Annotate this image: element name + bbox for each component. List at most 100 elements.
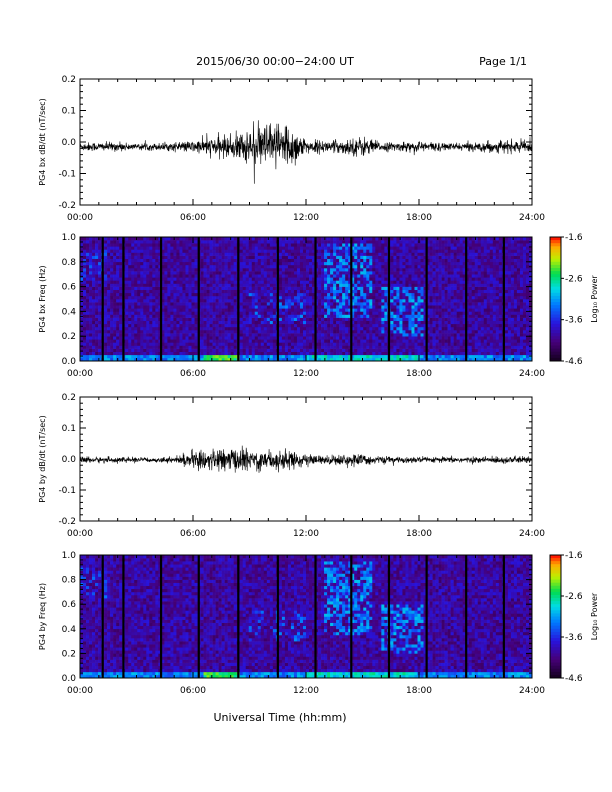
spectrogram-cell	[411, 261, 415, 266]
spectrogram-cell	[152, 268, 156, 272]
spectrogram-cell	[354, 330, 358, 334]
spectrogram-cell	[230, 255, 234, 259]
spectrogram-cell	[366, 339, 370, 343]
spectrogram-cell	[86, 345, 90, 349]
spectrogram-cell	[167, 314, 171, 318]
spectrogram-cell	[432, 295, 436, 300]
spectrogram-cell	[278, 357, 283, 362]
spectrogram-cell	[176, 320, 180, 325]
spectrogram-cell	[257, 243, 262, 247]
spectrogram-cell	[287, 243, 292, 247]
spectrogram-cell	[363, 308, 367, 312]
spectrogram-cell	[441, 336, 445, 340]
spectrogram-cell	[113, 249, 117, 253]
spectrogram-cell	[417, 246, 421, 250]
spectrogram-cell	[312, 323, 316, 328]
spectrogram-cell	[191, 308, 195, 312]
spectrogram-cell	[351, 308, 355, 312]
spectrogram-cell	[218, 261, 222, 266]
spectrogram-cell	[357, 351, 361, 356]
spectrogram-cell	[263, 336, 268, 340]
spectrogram-cell	[369, 268, 373, 272]
spectrogram-cell	[230, 240, 234, 244]
spectrogram-cell	[155, 354, 159, 359]
spectrogram-cell	[420, 336, 424, 340]
spectrogram-cell	[414, 330, 418, 334]
spectrogram-cell	[233, 295, 237, 300]
spectrogram-cell	[375, 320, 379, 325]
spectrogram-cell	[369, 289, 373, 294]
spectrogram-cell	[299, 289, 304, 294]
spectrogram-cell	[182, 243, 186, 247]
spectrogram-cell	[206, 308, 210, 312]
spectrogram-cell	[83, 305, 87, 309]
spectrogram-cell	[254, 354, 259, 359]
spectrogram-cell	[357, 333, 361, 337]
spectrogram-cell	[269, 237, 274, 241]
spectrogram-cell	[119, 299, 123, 303]
spectrogram-cell	[95, 274, 99, 278]
spectrogram-cell	[152, 326, 156, 331]
spectrogram-cell	[375, 305, 379, 309]
spectrogram-cell	[209, 292, 213, 297]
spectrogram-cell	[263, 243, 268, 247]
spectrogram-cell	[170, 292, 174, 297]
spectrogram-cell	[98, 330, 102, 334]
spectrogram-cell	[125, 246, 129, 250]
spectrogram-cell	[92, 336, 96, 340]
spectrogram-cell	[86, 289, 90, 294]
spectrogram-cell	[257, 342, 262, 346]
spectrogram-cell	[98, 354, 102, 359]
spectrogram-cell	[257, 305, 262, 309]
spectrogram-cell	[128, 333, 132, 337]
spectrogram-cell	[318, 237, 322, 241]
spectrogram-cell	[438, 255, 442, 259]
spectrogram-cell	[351, 240, 355, 244]
spectrogram-cell	[215, 292, 219, 297]
spectrogram-cell	[251, 289, 256, 294]
spectrogram-cell	[89, 357, 93, 362]
spectrogram-cell	[254, 320, 259, 325]
spectrogram-cell	[393, 342, 397, 346]
spectrogram-cell	[212, 255, 216, 259]
spectrogram-cell	[375, 264, 379, 269]
spectrogram-cell	[384, 320, 388, 325]
spectrogram-cell	[423, 283, 427, 287]
spectrogram-cell	[327, 348, 331, 352]
spectrogram-cell	[215, 246, 219, 250]
spectrogram-cell	[206, 326, 210, 331]
spectrogram-cell	[284, 246, 289, 250]
spectrogram-cell	[357, 289, 361, 294]
spectrogram-cell	[266, 292, 271, 297]
spectrogram-cell	[263, 280, 268, 284]
spectrogram-cell	[423, 333, 427, 337]
spectrogram-cell	[131, 286, 135, 290]
spectrogram-cell	[290, 264, 295, 269]
spectrogram-cell	[83, 261, 87, 266]
spectrogram-cell	[230, 308, 234, 312]
spectrogram-cell	[125, 308, 129, 312]
spectrogram-cell	[188, 326, 192, 331]
spectrogram-cell	[429, 246, 433, 250]
spectrogram-cell	[161, 323, 165, 328]
spectrogram-cell	[402, 333, 406, 337]
spectrogram-cell	[339, 339, 343, 343]
spectrogram-cell	[227, 302, 231, 306]
spectrogram-cell	[414, 326, 418, 331]
spectrogram-cell	[80, 320, 84, 325]
spectrogram-cell	[296, 264, 301, 269]
spectrogram-cell	[170, 348, 174, 352]
spectrogram-cell	[393, 286, 397, 290]
spectrogram-cell	[80, 286, 84, 290]
spectrogram-cell	[423, 258, 427, 263]
spectrogram-cell	[432, 330, 436, 334]
spectrogram-cell	[134, 305, 138, 309]
spectrogram-cell	[230, 237, 234, 241]
spectrogram-cell	[384, 330, 388, 334]
spectrogram-cell	[348, 323, 352, 328]
spectrogram-cell	[212, 348, 216, 352]
spectrogram-cell	[269, 274, 274, 278]
spectrogram-cell	[137, 237, 141, 241]
spectrogram-cell	[318, 283, 322, 287]
spectrogram-cell	[92, 283, 96, 287]
